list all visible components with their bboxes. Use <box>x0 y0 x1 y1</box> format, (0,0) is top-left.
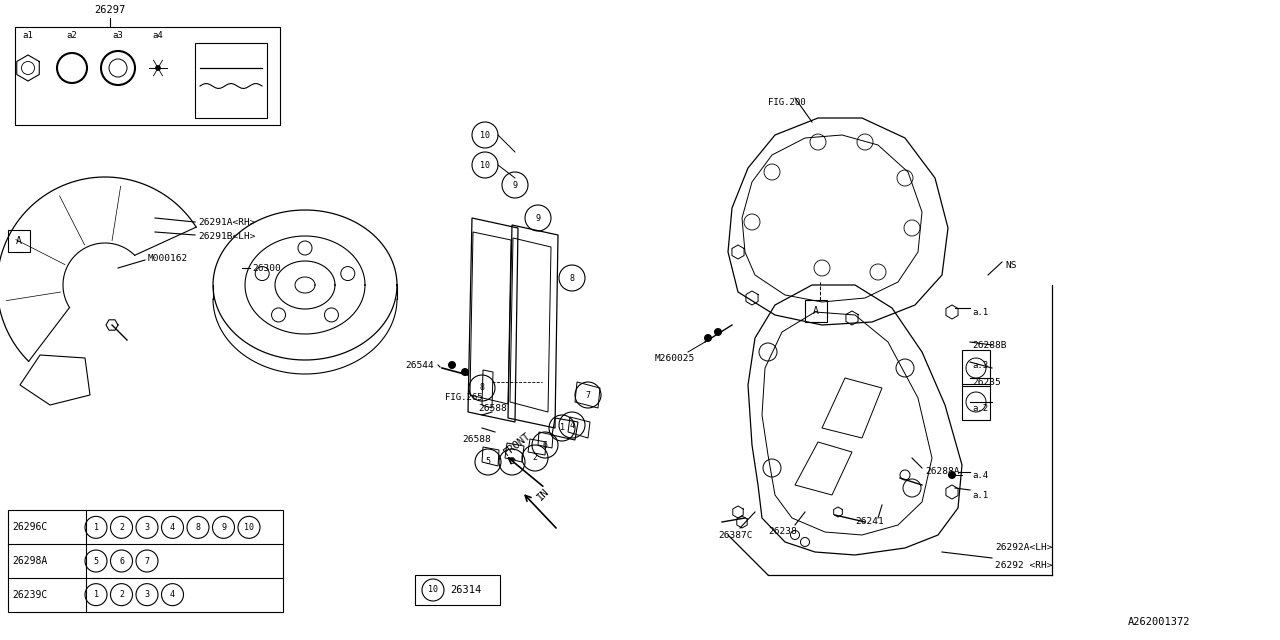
Text: 10: 10 <box>244 523 253 532</box>
Text: 4: 4 <box>570 420 575 429</box>
Bar <box>8 510 283 612</box>
Text: 8: 8 <box>570 273 575 282</box>
Text: 26235: 26235 <box>972 378 1001 387</box>
Text: 26298A: 26298A <box>12 556 47 566</box>
Text: a4: a4 <box>152 31 164 40</box>
Text: 26297: 26297 <box>95 5 125 15</box>
Text: 3: 3 <box>145 523 150 532</box>
Circle shape <box>714 328 722 336</box>
Bar <box>805 300 827 322</box>
Text: NS: NS <box>1005 260 1016 269</box>
Text: 26314: 26314 <box>451 585 481 595</box>
Text: 26588: 26588 <box>462 435 490 445</box>
Text: 2: 2 <box>532 454 538 463</box>
Text: 26300: 26300 <box>252 264 280 273</box>
Text: a2: a2 <box>67 31 77 40</box>
Circle shape <box>704 334 712 342</box>
Text: A: A <box>813 306 819 316</box>
Text: 26292A<LH>: 26292A<LH> <box>995 543 1052 552</box>
Text: 2: 2 <box>119 523 124 532</box>
Circle shape <box>461 368 468 376</box>
Text: 26292 <RH>: 26292 <RH> <box>995 561 1052 570</box>
Text: 10: 10 <box>480 161 490 170</box>
Text: FIG.265: FIG.265 <box>445 394 483 403</box>
Text: M000162: M000162 <box>148 253 188 262</box>
Text: 1: 1 <box>559 424 564 433</box>
Text: a3: a3 <box>113 31 123 40</box>
Text: A: A <box>17 236 22 246</box>
Bar <box>15 27 280 125</box>
Text: 10: 10 <box>428 586 438 595</box>
Bar <box>195 43 268 118</box>
Text: 9: 9 <box>512 180 517 189</box>
Text: 1: 1 <box>93 523 99 532</box>
Text: 4: 4 <box>170 523 175 532</box>
Text: a.2: a.2 <box>972 403 988 413</box>
Text: FIG.200: FIG.200 <box>768 97 805 106</box>
Text: M260025: M260025 <box>655 353 695 362</box>
Text: a1: a1 <box>23 31 33 40</box>
Text: 9: 9 <box>535 214 540 223</box>
Text: 4: 4 <box>170 590 175 599</box>
Circle shape <box>448 361 456 369</box>
Text: 26288B: 26288B <box>972 340 1006 349</box>
Circle shape <box>155 65 160 70</box>
Text: 26238: 26238 <box>768 527 796 536</box>
Text: 7: 7 <box>145 557 150 566</box>
Text: 26544: 26544 <box>404 360 434 369</box>
Text: 5: 5 <box>93 557 99 566</box>
Bar <box>8 230 29 252</box>
Text: 3: 3 <box>509 458 515 467</box>
Text: 26291B<LH>: 26291B<LH> <box>198 232 256 241</box>
Text: a.3: a.3 <box>972 360 988 369</box>
Text: 1: 1 <box>93 590 99 599</box>
Text: 5: 5 <box>485 458 490 467</box>
Text: 6: 6 <box>543 440 548 449</box>
Text: 26288A: 26288A <box>925 467 960 477</box>
Text: 7: 7 <box>585 390 590 399</box>
Text: 26387C: 26387C <box>718 531 753 540</box>
Bar <box>415 575 500 605</box>
Text: 26588: 26588 <box>477 403 507 413</box>
Text: A262001372: A262001372 <box>1128 617 1190 627</box>
Text: a.4: a.4 <box>972 470 988 479</box>
Text: 9: 9 <box>221 523 227 532</box>
Text: 26239C: 26239C <box>12 589 47 600</box>
Text: 10: 10 <box>480 131 490 140</box>
Text: 3: 3 <box>145 590 150 599</box>
Text: 26241: 26241 <box>855 518 883 527</box>
Text: a.1: a.1 <box>972 490 988 499</box>
Circle shape <box>948 471 956 479</box>
Text: FRONT: FRONT <box>502 431 532 458</box>
Text: 26296C: 26296C <box>12 522 47 532</box>
Text: 26291A<RH>: 26291A<RH> <box>198 218 256 227</box>
Text: a.1: a.1 <box>972 307 988 317</box>
Text: 8: 8 <box>196 523 201 532</box>
Text: 2: 2 <box>119 590 124 599</box>
Text: 8: 8 <box>480 383 485 392</box>
Text: 6: 6 <box>119 557 124 566</box>
Text: IN: IN <box>535 486 550 502</box>
